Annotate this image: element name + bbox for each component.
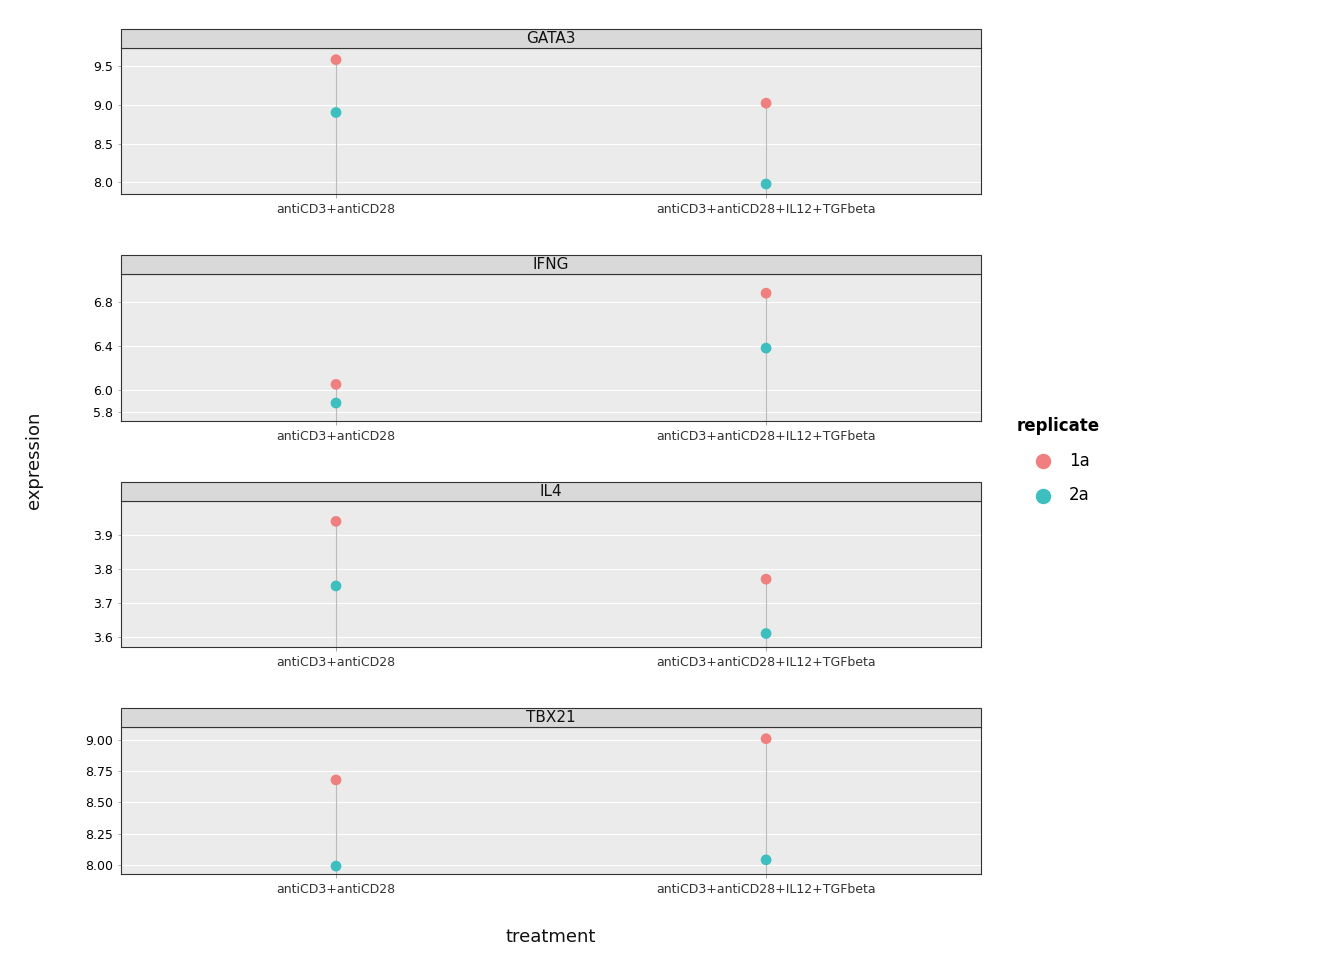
Text: treatment: treatment	[505, 927, 597, 946]
Point	[755, 852, 777, 868]
FancyBboxPatch shape	[121, 708, 981, 728]
Point	[325, 396, 347, 411]
Text: TBX21: TBX21	[527, 710, 575, 726]
Point	[325, 52, 347, 67]
Point	[755, 571, 777, 587]
FancyBboxPatch shape	[121, 255, 981, 275]
Point	[755, 95, 777, 110]
Point	[325, 858, 347, 874]
Point	[755, 177, 777, 192]
Point	[325, 376, 347, 392]
Text: IFNG: IFNG	[532, 257, 570, 273]
Text: GATA3: GATA3	[527, 31, 575, 46]
Text: expression: expression	[24, 412, 43, 510]
Point	[325, 578, 347, 593]
Point	[325, 105, 347, 120]
FancyBboxPatch shape	[121, 29, 981, 48]
FancyBboxPatch shape	[121, 482, 981, 501]
Text: IL4: IL4	[540, 484, 562, 499]
Point	[755, 626, 777, 641]
Point	[755, 731, 777, 746]
Legend: 1a, 2a: 1a, 2a	[1016, 418, 1099, 504]
Point	[755, 285, 777, 300]
Point	[325, 772, 347, 787]
Point	[325, 514, 347, 529]
Point	[755, 341, 777, 356]
